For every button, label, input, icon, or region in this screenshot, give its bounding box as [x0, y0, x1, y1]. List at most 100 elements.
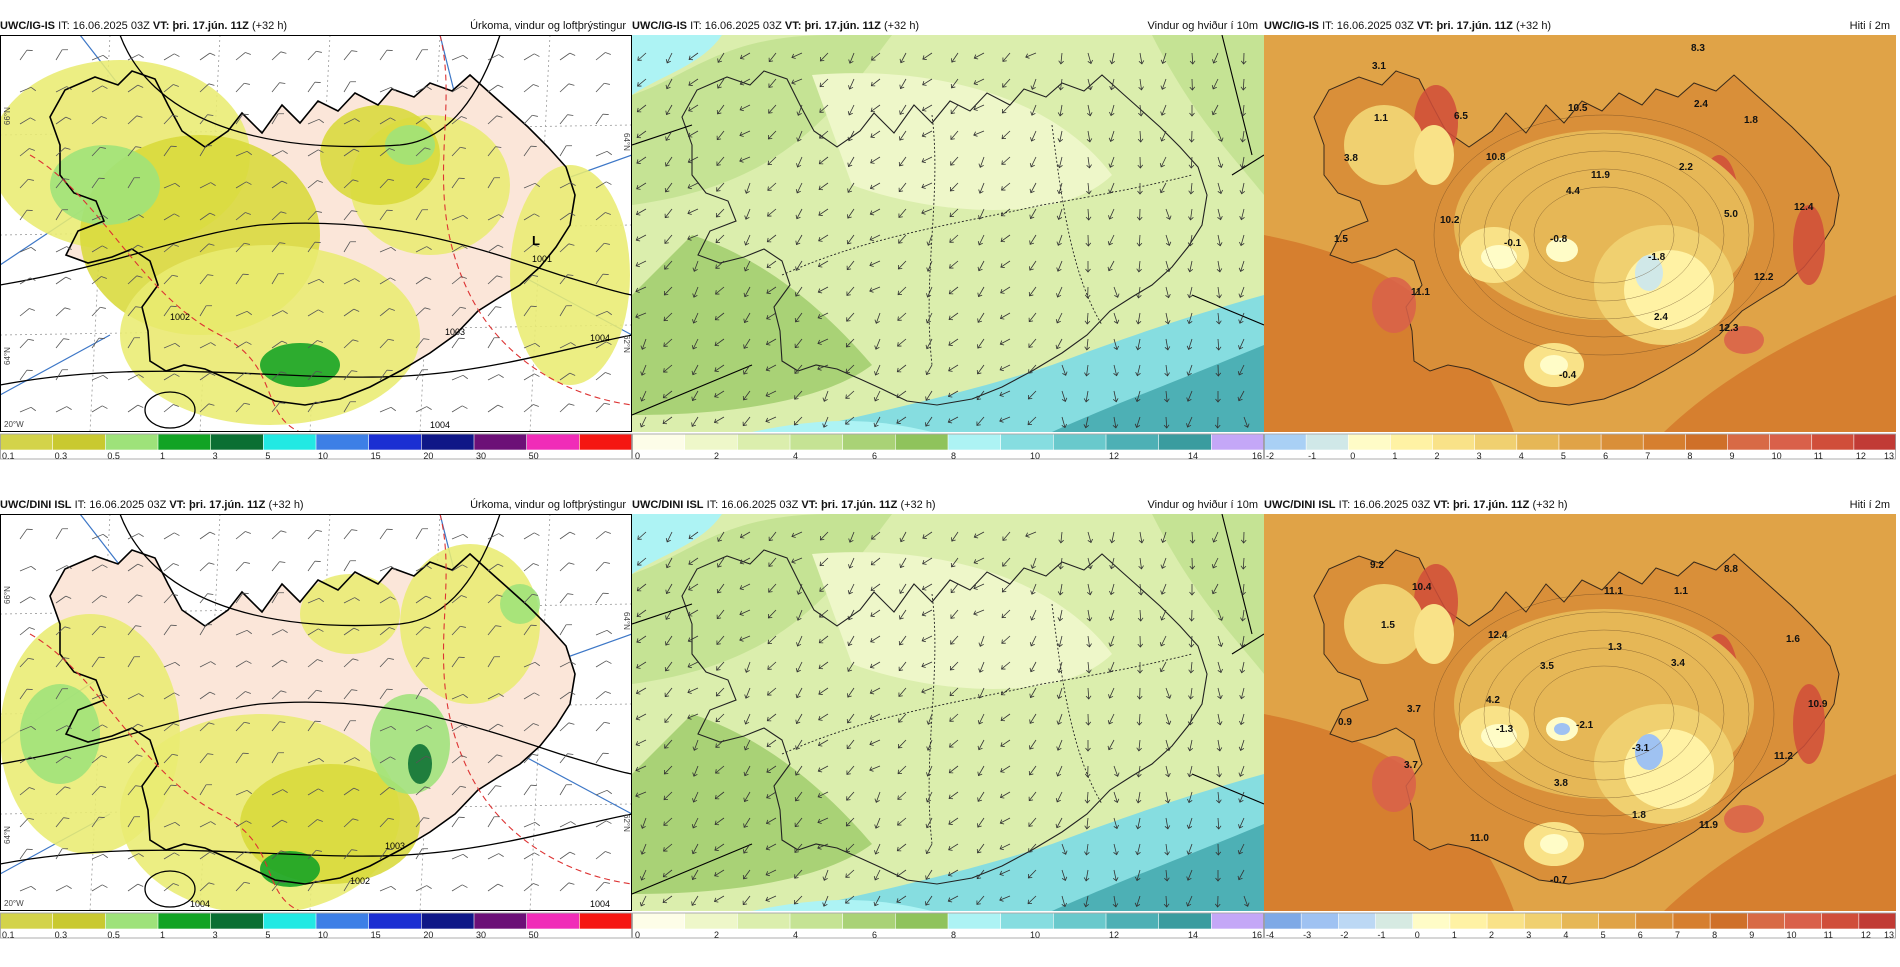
- legend-label: 0.1: [2, 451, 15, 461]
- temperature-label: 3.5: [1540, 661, 1554, 672]
- model-name: UWC/IG-IS: [1264, 20, 1319, 32]
- legend-label: 2: [1435, 451, 1440, 461]
- temperature-label: -1.8: [1648, 252, 1666, 263]
- legend-label: 2: [714, 930, 719, 940]
- temperature-label: 1.5: [1381, 620, 1395, 631]
- legend-swatch: [53, 434, 106, 450]
- legend-swatch: [1211, 434, 1264, 450]
- legend-swatch: [421, 913, 474, 929]
- legend-swatch: [1301, 913, 1339, 929]
- panel-wind-ig: UWC/IG-IS IT: 16.06.2025 03Z VT: þri. 17…: [632, 18, 1264, 488]
- legend-swatch: [685, 434, 738, 450]
- temperature-label: 8.3: [1691, 43, 1705, 54]
- legend-swatch: [1001, 434, 1054, 450]
- graticule-label: 66°N: [3, 107, 12, 125]
- panel-header: UWC/IG-IS IT: 16.06.2025 03Z VT: þri. 17…: [632, 18, 1264, 34]
- legend-swatch: [632, 434, 685, 450]
- legend-swatch: [527, 434, 580, 450]
- legend-swatch: [1001, 913, 1054, 929]
- legend-label: 10: [318, 451, 328, 461]
- legend-label: 8: [1687, 451, 1692, 461]
- pressure-label: 1004: [190, 899, 210, 909]
- panel-wind-dini: UWC/DINI ISL IT: 16.06.2025 03Z VT: þri.…: [632, 497, 1264, 967]
- legend-label: 6: [872, 451, 877, 461]
- legend-swatch: [1264, 434, 1307, 450]
- temperature-label: 0.9: [1338, 717, 1352, 728]
- legend-swatch: [53, 913, 106, 929]
- panel-header: UWC/IG-IS IT: 16.06.2025 03Z VT: þri. 17…: [0, 18, 632, 34]
- legend-label: 50: [529, 930, 539, 940]
- temperature-label: 1.3: [1608, 642, 1622, 653]
- legend-label: 5: [1601, 930, 1606, 940]
- graticule-label: 64°N: [3, 347, 12, 365]
- pressure-label: 1004: [590, 899, 610, 909]
- legend-label: 9: [1749, 930, 1754, 940]
- legend-label: 1: [160, 451, 165, 461]
- panel-precip-dini: UWC/DINI ISL IT: 16.06.2025 03Z VT: þri.…: [0, 497, 632, 967]
- legend-swatch: [1053, 913, 1106, 929]
- legend-swatch: [421, 434, 474, 450]
- legend-swatch: [1643, 434, 1686, 450]
- lead-time: (+32 h): [1516, 20, 1551, 32]
- temperature-label: 3.7: [1404, 760, 1418, 771]
- temperature-label: 8.8: [1724, 564, 1738, 575]
- legend-swatch: [1264, 913, 1302, 929]
- legend-label: 7: [1675, 930, 1680, 940]
- temperature-label: 3.8: [1344, 153, 1358, 164]
- temperature-label: 1.6: [1786, 634, 1800, 645]
- legend-swatch: [1784, 913, 1822, 929]
- legend-swatch: [632, 913, 685, 929]
- vt-value: þri. 17.jún. 11Z: [172, 20, 248, 32]
- vt-value: þri. 17.jún. 11Z: [1436, 20, 1512, 32]
- vt-value: þri. 17.jún. 11Z: [189, 499, 265, 511]
- legend-label: -3: [1303, 930, 1311, 940]
- graticule-label: 64°N: [622, 612, 631, 630]
- legend-label: 16: [1252, 451, 1262, 461]
- lead-time: (+32 h): [1532, 499, 1567, 511]
- temperature-label: 10.8: [1486, 152, 1506, 163]
- it-label: IT:: [75, 499, 87, 511]
- model-name: UWC/DINI ISL: [632, 499, 704, 511]
- lead-time: (+32 h): [900, 499, 935, 511]
- legend-swatch: [158, 434, 211, 450]
- legend-label: 8: [1712, 930, 1717, 940]
- legend-swatch: [1710, 913, 1748, 929]
- legend-swatch: [1601, 434, 1644, 450]
- temperature-label: -0.8: [1550, 234, 1568, 245]
- panel-header: UWC/DINI ISL IT: 16.06.2025 03Z VT: þri.…: [0, 497, 632, 513]
- legend-label: 30: [476, 451, 486, 461]
- pressure-label: 1004: [590, 333, 610, 343]
- temperature-label: 3.1: [1372, 61, 1386, 72]
- graticule-label: 64°N: [622, 133, 631, 151]
- legend-label: 2: [714, 451, 719, 461]
- temperature-label: 4.2: [1486, 695, 1500, 706]
- it-label: IT:: [690, 20, 702, 32]
- legend-label: 0.5: [107, 930, 120, 940]
- legend-swatch: [1390, 434, 1433, 450]
- pressure-label: L: [532, 233, 540, 248]
- legend-swatch: [0, 434, 53, 450]
- temperature-label: 2.4: [1694, 99, 1708, 110]
- legend-label: 0.3: [55, 451, 68, 461]
- lead-time: (+32 h): [252, 20, 287, 32]
- legend-swatch: [737, 913, 790, 929]
- temperature-label: 11.1: [1411, 287, 1430, 298]
- legend-swatch: [1450, 913, 1488, 929]
- it-value: 16.06.2025 03Z: [721, 499, 798, 511]
- temperature-label: 6.5: [1454, 111, 1468, 122]
- temperature-label: 3.7: [1407, 704, 1421, 715]
- legend-swatch: [843, 434, 896, 450]
- legend-label: 6: [872, 930, 877, 940]
- temperature-label: 1.1: [1674, 586, 1688, 597]
- legend-label: 7: [1645, 451, 1650, 461]
- legend-swatch: [685, 913, 738, 929]
- it-value: 16.06.2025 03Z: [705, 20, 782, 32]
- legend-swatch: [1053, 434, 1106, 450]
- lead-time: (+32 h): [884, 20, 919, 32]
- pressure-label: 1004: [430, 420, 450, 430]
- legend-label: 0.3: [55, 930, 68, 940]
- temperature-label: 12.4: [1488, 630, 1508, 641]
